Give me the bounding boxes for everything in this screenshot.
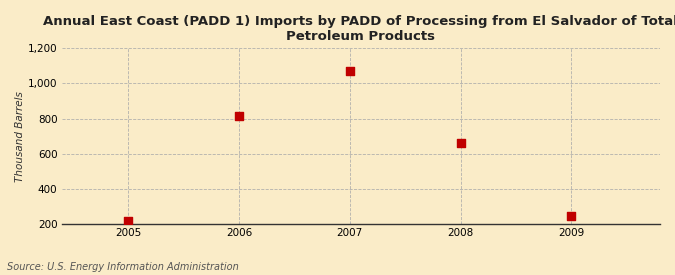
- Y-axis label: Thousand Barrels: Thousand Barrels: [15, 91, 25, 182]
- Point: [455, 141, 466, 145]
- Point: [344, 69, 355, 73]
- Point: [234, 114, 244, 119]
- Point: [566, 214, 576, 219]
- Point: [123, 219, 134, 223]
- Title: Annual East Coast (PADD 1) Imports by PADD of Processing from El Salvador of Tot: Annual East Coast (PADD 1) Imports by PA…: [43, 15, 675, 43]
- Text: Source: U.S. Energy Information Administration: Source: U.S. Energy Information Administ…: [7, 262, 238, 272]
